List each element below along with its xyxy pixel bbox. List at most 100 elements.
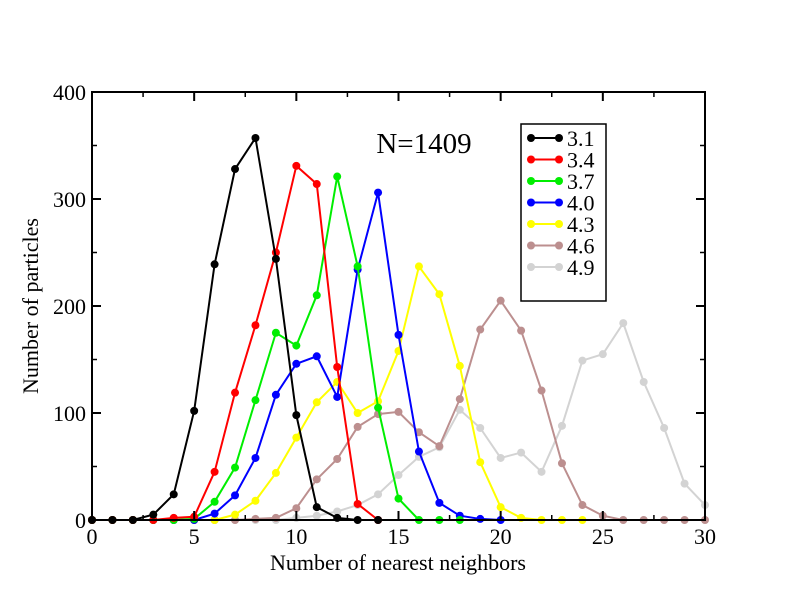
data-point xyxy=(292,504,301,513)
y-tick-label: 100 xyxy=(53,401,86,426)
data-point xyxy=(578,501,587,510)
data-point xyxy=(557,459,566,468)
data-point xyxy=(496,453,505,462)
data-point xyxy=(231,510,240,519)
data-point xyxy=(292,341,301,350)
legend-entry: 3.7 xyxy=(527,169,595,194)
legend-label: 4.9 xyxy=(567,255,595,280)
data-point xyxy=(169,490,178,499)
data-point xyxy=(476,423,485,432)
data-point xyxy=(394,330,403,339)
x-tick-label: 25 xyxy=(592,524,614,549)
legend-label: 3.4 xyxy=(567,148,595,173)
data-point xyxy=(292,359,301,368)
data-point xyxy=(374,188,383,197)
x-tick-label: 0 xyxy=(87,524,98,549)
data-point xyxy=(231,388,240,397)
data-point xyxy=(312,503,321,512)
y-axis-label: Number of particles xyxy=(18,218,43,394)
data-point xyxy=(414,262,423,271)
legend-marker xyxy=(555,155,563,164)
data-point xyxy=(333,172,342,181)
legend-entry: 4.6 xyxy=(527,234,595,259)
annotation-n: N=1409 xyxy=(376,128,471,160)
data-point xyxy=(435,442,444,451)
data-point xyxy=(333,507,342,516)
series-line xyxy=(92,135,379,521)
legend-marker xyxy=(555,177,563,185)
y-tick-label: 400 xyxy=(53,80,86,105)
legend-label: 3.1 xyxy=(567,126,595,151)
data-point xyxy=(476,325,485,334)
data-point xyxy=(639,377,648,386)
legend-box xyxy=(520,123,607,302)
data-point xyxy=(374,403,383,412)
data-point xyxy=(476,458,485,467)
data-point xyxy=(537,467,546,476)
data-point xyxy=(353,409,362,417)
data-point xyxy=(292,433,301,442)
x-tick-label: 15 xyxy=(388,524,410,549)
series-4.3 xyxy=(88,262,587,524)
data-point xyxy=(251,453,260,462)
legend-marker xyxy=(555,198,563,207)
legend-entry: 3.1 xyxy=(527,126,595,151)
data-point xyxy=(292,411,301,420)
legend-entry: 4.3 xyxy=(527,212,595,237)
data-point xyxy=(680,479,689,488)
data-point xyxy=(312,291,321,300)
data-point xyxy=(271,328,280,337)
legend-marker xyxy=(555,134,563,142)
data-point xyxy=(231,463,240,472)
data-point xyxy=(537,386,546,395)
data-point xyxy=(251,396,260,405)
data-point xyxy=(271,390,280,399)
data-point xyxy=(231,165,240,174)
data-point xyxy=(496,503,505,512)
legend-label: 4.6 xyxy=(567,234,595,259)
data-point xyxy=(414,428,423,437)
legend-entry: 3.4 xyxy=(527,148,595,173)
legend-entry: 4.0 xyxy=(527,191,595,216)
data-point xyxy=(333,392,342,401)
axis-ticks xyxy=(91,91,706,521)
data-point xyxy=(435,290,444,299)
data-point xyxy=(476,514,485,523)
data-point xyxy=(394,407,403,416)
x-tick-label: 10 xyxy=(285,524,307,549)
legend-marker xyxy=(527,155,535,164)
data-point xyxy=(353,422,362,431)
data-point xyxy=(292,161,301,170)
legend-marker xyxy=(527,177,535,185)
data-point xyxy=(455,361,464,370)
data-point xyxy=(210,509,219,518)
data-point xyxy=(312,475,321,484)
legend-marker xyxy=(527,241,535,250)
legend-entry: 4.9 xyxy=(527,255,595,280)
data-point xyxy=(353,499,362,508)
data-point xyxy=(394,494,403,503)
legend-marker xyxy=(555,241,563,250)
data-point xyxy=(251,496,260,505)
data-point xyxy=(517,326,526,335)
series-layer xyxy=(88,134,709,524)
data-point xyxy=(517,448,526,457)
data-point xyxy=(435,498,444,507)
legend-marker xyxy=(527,220,535,228)
data-point xyxy=(414,447,423,456)
data-point xyxy=(598,350,607,359)
legend-marker xyxy=(527,198,535,207)
legend-label: 3.7 xyxy=(567,169,595,194)
x-axis-label: Number of nearest neighbors xyxy=(270,550,526,575)
legend-marker xyxy=(527,263,535,271)
data-point xyxy=(353,262,362,271)
data-point xyxy=(312,180,321,189)
data-point xyxy=(619,319,628,328)
y-tick-label: 0 xyxy=(75,508,86,533)
data-point xyxy=(496,296,505,305)
legend-marker xyxy=(527,134,535,142)
data-point xyxy=(149,510,158,519)
data-point xyxy=(312,352,321,361)
data-point xyxy=(557,421,566,430)
